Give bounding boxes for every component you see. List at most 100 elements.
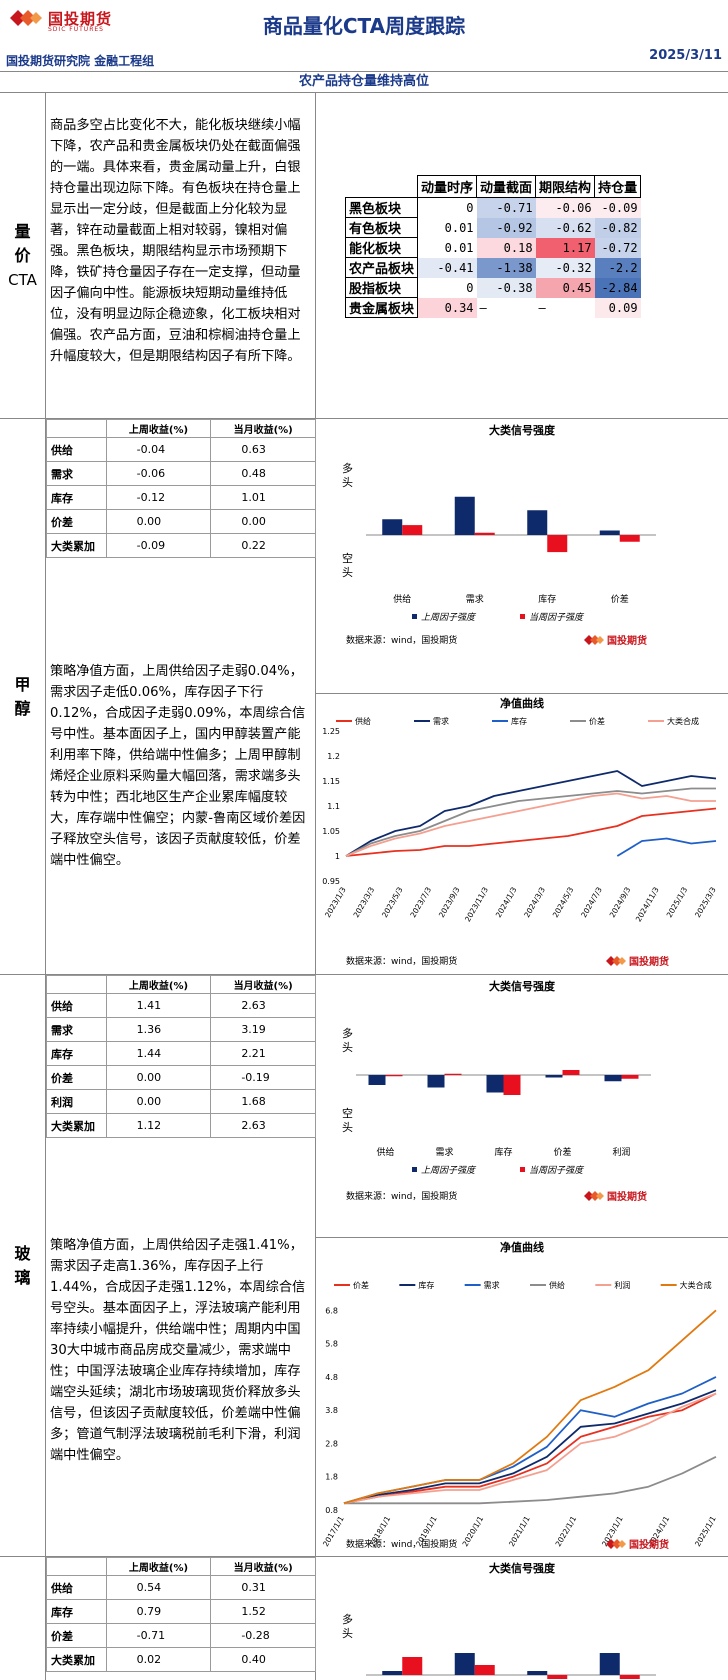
signal-category-label: 供给 [376,1146,394,1158]
returns-row: 库存 -0.12 1.01 [46,485,316,510]
heat-cell: 0.18 [476,237,536,258]
heat-cell: 0.34 [417,297,477,318]
returns-factor-name: 大类累加 [46,1113,107,1138]
returns-value: 1.68 [210,1089,316,1114]
long-axis-label: 多 [342,1026,353,1040]
heat-cell: 0.45 [535,277,595,298]
heat-cell: -0.41 [417,257,477,278]
heat-cell: -1.38 [476,257,536,278]
sdic-watermark-logo: 国投期货 [606,955,669,968]
nav-series-line [343,1392,717,1505]
cta-factor-table: 动量时序 动量截面 期限结构 持仓量 黑色板块 0 -0.71 -0.06 -0.09 有色板块 0… [344,175,642,318]
signal-bar [621,1075,639,1079]
nav-legend-label: 需求 [433,716,449,726]
heat-cell: -2.2 [594,257,641,278]
returns-value: 1.01 [210,485,316,510]
glass-section: 玻璃 上周收益(%) 当月收益(%) 供给 1.41 2.63 需求 1.36 3.19 库存 1… [0,975,728,1557]
cta-label: 量价 CTA [0,93,46,418]
nav-x-tick: 2023/5/3 [380,885,405,919]
returns-value: -0.12 [105,485,212,510]
heat-cell: -0.62 [535,217,595,238]
short-axis-label: 空 [342,1106,353,1120]
signal-bar [619,535,640,542]
fourth-label [0,1557,46,1680]
data-source: 数据来源：wind，国投期货 [346,1538,457,1550]
sdic-logo-icon [10,10,42,26]
returns-value: 0.00 [105,1089,212,1114]
nav-legend-label: 供给 [549,1280,565,1290]
signal-bar [604,1075,622,1082]
signal-bar [527,510,548,535]
returns-value: -0.06 [105,461,212,486]
signal-category-label: 库存 [494,1146,512,1158]
returns-factor-name: 库存 [46,1599,107,1624]
returns-value: 1.41 [105,993,212,1018]
signal-bar [454,496,475,535]
heat-cell: 0 [417,277,477,298]
nav-series-line [345,787,716,857]
signal-bar [474,1665,495,1675]
logo-subtext: SDIC FUTURES [48,26,104,33]
methanol-section: 甲醇 上周收益(%) 当月收益(%) 供给 -0.04 0.63 需求 -0.06 0.48 库… [0,419,728,975]
heat-cell: -0.71 [476,197,536,218]
signal-bar [385,1075,403,1077]
svg-text:国投期货: 国投期货 [607,634,647,647]
returns-factor-name: 供给 [46,1575,107,1600]
methanol-left-cell: 上周收益(%) 当月收益(%) 供给 -0.04 0.63 需求 -0.06 0.48 库存 -0… [46,419,316,974]
nav-series-line [343,1392,717,1505]
nav-series-line [616,837,717,857]
data-source: 数据来源：wind，国投期货 [346,634,457,646]
returns-value: 2.21 [210,1041,316,1066]
nav-x-tick: 2024/7/3 [579,885,604,919]
glass-returns-table: 上周收益(%) 当月收益(%) 供给 1.41 2.63 需求 1.36 3.19 库存 1.44… [46,975,316,1138]
legend-label: 上周因子强度 [421,1165,477,1176]
returns-value: 0.02 [105,1647,212,1672]
returns-col-header [46,975,107,994]
glass-signal-title: 大类信号强度 [489,980,555,993]
signal-bar [444,1073,462,1075]
returns-value: 2.63 [210,993,316,1018]
returns-value: -0.19 [210,1065,316,1090]
glass-commentary: 策略净值方面，上周供给因子走强1.41%，需求因子走高1.36%，库存因子上行1… [50,1238,306,1463]
nav-legend-label: 大类合成 [667,716,699,726]
returns-row: 大类累加 -0.09 0.22 [46,533,316,558]
returns-value: 1.52 [210,1599,316,1624]
nav-y-tick: 4.8 [325,1373,338,1382]
nav-legend-label: 需求 [484,1280,500,1290]
heat-row-name: 能化板块 [344,237,419,258]
signal-bar [503,1075,521,1095]
heat-row-name: 贵金属板块 [344,297,419,318]
signal-bar [474,532,495,535]
signal-bar [562,1070,580,1075]
heat-cell: – [535,297,595,318]
returns-row: 库存 1.44 2.21 [46,1041,316,1066]
returns-col-header: 上周收益(%) [105,1557,212,1576]
returns-col-header [46,1557,107,1576]
returns-col-header: 当月收益(%) [210,419,316,438]
heat-row: 有色板块 0.01 -0.92 -0.62 -0.82 [344,217,641,238]
nav-x-tick: 2025/1/3 [665,885,690,919]
returns-factor-name: 价差 [46,1623,107,1648]
signal-category-label: 供给 [393,593,411,605]
returns-factor-name: 大类累加 [46,533,107,558]
heat-cell: -0.38 [476,277,536,298]
nav-x-tick: 2024/1/3 [494,885,519,919]
logo-text: 国投期货 [48,10,113,28]
heat-cell: -0.72 [594,237,641,258]
glass-charts: 大类信号强度 多头空头供给 需求 库存 价差 利润 上周因子强度 当周因子强度 数据来源：wi… [316,975,728,1556]
returns-value: 1.12 [105,1113,212,1138]
svg-text:国投期货: 国投期货 [629,955,669,968]
long-axis-label: 多 [342,1612,353,1626]
nav-x-tick: 2025/1/1 [693,1514,718,1548]
nav-series-line [345,792,716,857]
fourth-charts: 大类信号强度 多头 [316,1557,728,1680]
cta-text-cell: 商品多空占比变化不大，能化板块继续小幅下降，农产品和贵金属板块仍处在截面偏强的一… [46,93,316,418]
glass-left-cell: 上周收益(%) 当月收益(%) 供给 1.41 2.63 需求 1.36 3.19 库存 1.44… [46,975,316,1556]
sdic-watermark-logo: 国投期货 [584,1190,647,1203]
cta-section: 量价 CTA 商品多空占比变化不大，能化板块继续小幅下降，农产品和贵金属板块仍处在… [0,93,728,419]
heat-cell: -2.84 [594,277,641,298]
returns-value: 0.00 [210,509,316,534]
returns-value: 0.40 [210,1647,316,1672]
